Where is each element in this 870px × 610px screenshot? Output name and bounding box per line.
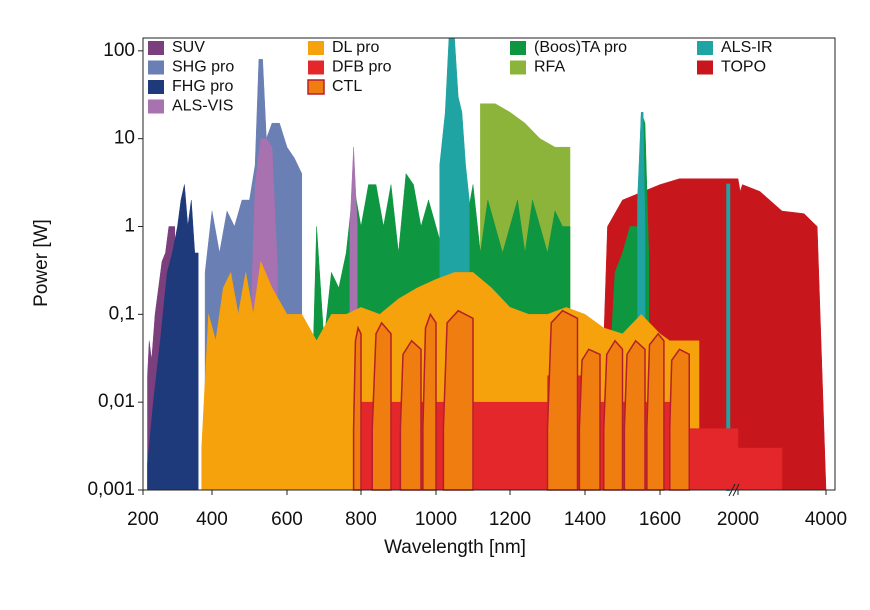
legend-swatch: [308, 60, 324, 75]
area: [147, 184, 199, 491]
legend-label: SUV: [172, 39, 205, 56]
area: [546, 309, 579, 491]
y-tick-label: 0,1: [109, 303, 135, 324]
legend-label: SHG pro: [172, 59, 234, 76]
x-tick-label: 2000: [717, 509, 759, 530]
area: [422, 312, 437, 491]
legend-swatch: [148, 99, 164, 114]
legend-swatch: [697, 60, 713, 75]
x-axis-label: Wavelength [nm]: [384, 537, 526, 558]
legend-swatch: [697, 41, 713, 55]
legend-label: DFB pro: [332, 59, 392, 76]
plot-area: [147, 37, 827, 491]
legend-label: FHG pro: [172, 78, 233, 95]
y-tick-label: 10: [114, 128, 135, 149]
x-tick-label: 1200: [489, 509, 531, 530]
legend-label: CTL: [332, 78, 362, 95]
area: [623, 339, 646, 491]
axis-break: [728, 483, 736, 497]
x-tick-label: 600: [271, 509, 303, 530]
legend-swatch: [148, 80, 164, 94]
legend-swatch: [148, 41, 164, 55]
legend-label: TOPO: [721, 59, 766, 76]
area: [646, 332, 665, 491]
legend-label: (Boos)TA pro: [534, 39, 627, 56]
area: [669, 348, 690, 491]
legend-swatch: [308, 41, 324, 55]
y-tick-label: 1: [124, 216, 135, 237]
y-tick-label: 0,01: [98, 391, 135, 412]
axis-break: [732, 483, 740, 497]
plot-frame: [142, 37, 836, 491]
legend-label: ALS-VIS: [172, 98, 233, 115]
x-tick-label: 1600: [639, 509, 681, 530]
legend-label: RFA: [534, 59, 565, 76]
area: [442, 309, 474, 491]
x-tick-label: 1400: [564, 509, 606, 530]
area: [399, 339, 422, 491]
area: [578, 348, 601, 491]
x-tick-label: 800: [345, 509, 377, 530]
legend-label: ALS-IR: [721, 39, 773, 56]
x-tick-label: 1000: [415, 509, 457, 530]
area: [352, 325, 362, 491]
x-tick-label: 400: [196, 509, 228, 530]
legend-swatch: [510, 60, 526, 75]
x-tick-label: 200: [127, 509, 159, 530]
x-tick-label: 4000: [805, 509, 847, 530]
y-tick-label: 100: [103, 40, 135, 61]
legend-swatch: [510, 41, 526, 55]
area: [371, 321, 392, 491]
y-tick-label: 0,001: [87, 479, 135, 500]
area: [603, 339, 624, 491]
y-axis-label: Power [W]: [31, 219, 52, 307]
legend-swatch: [307, 79, 325, 95]
legend-swatch: [148, 60, 164, 75]
legend-label: DL pro: [332, 39, 380, 56]
